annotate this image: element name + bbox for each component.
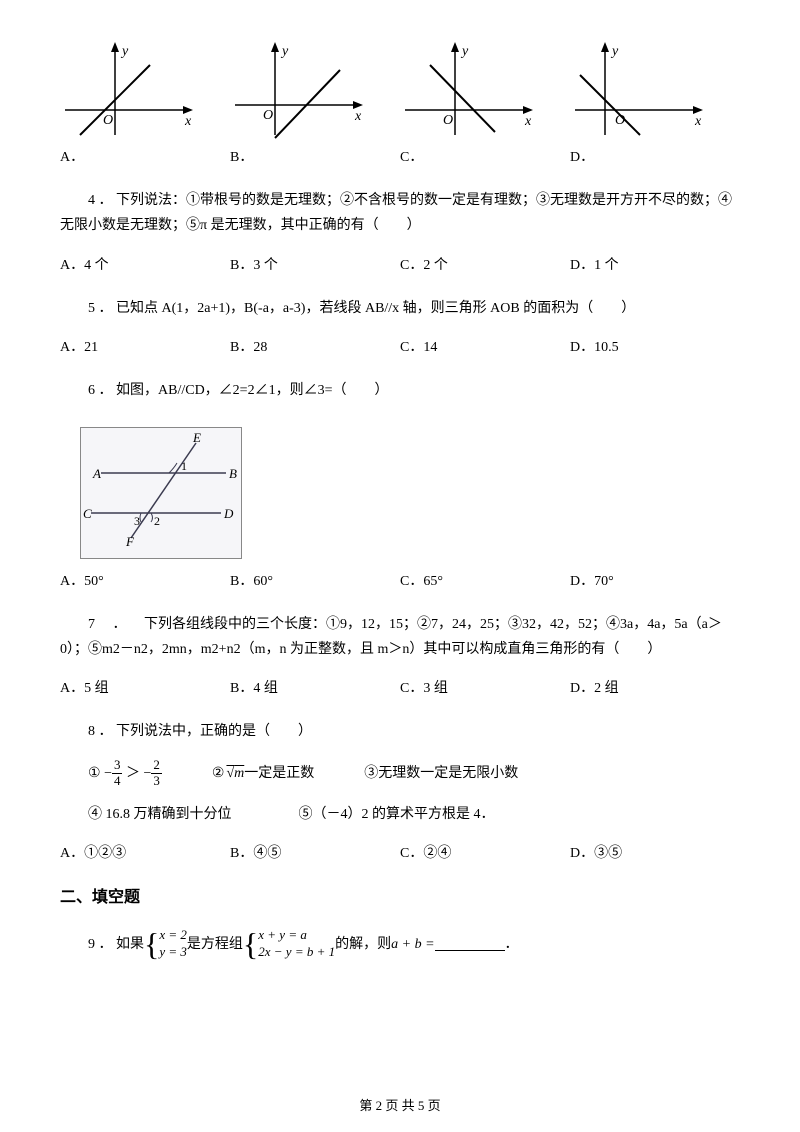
q4-opt-c: C．2 个 (400, 253, 570, 278)
y-label: y (120, 44, 129, 59)
axes-graph-c: y x O (400, 40, 540, 140)
q6-opt-b: B．60° (230, 569, 400, 594)
question-6: 6 ． 如图，AB//CD，∠2=2∠1，则∠3=（ ） (60, 378, 740, 403)
svg-text:3: 3 (134, 514, 140, 528)
q8-p4: ④ 16.8 万精确到十分位 (88, 807, 232, 822)
svg-text:x: x (354, 109, 362, 124)
question-7: 7 ． 下列各组线段中的三个长度：①9，12，15；②7，24，25；③32，4… (60, 612, 740, 662)
q4-opt-a: A．4 个 (60, 253, 230, 278)
minus-sign: − (104, 761, 112, 786)
q4-opt-b: B．3 个 (230, 253, 400, 278)
o-label: O (103, 113, 113, 128)
frac-den: 3 (151, 774, 162, 788)
graph-d: y x O (570, 40, 710, 140)
q8-p3: ③无理数一定是无限小数 (364, 761, 518, 786)
q7-opt-c: C．3 组 (400, 676, 570, 701)
frac-num: 3 (112, 758, 123, 773)
q9-system1: { x = 2 y = 3 (144, 927, 187, 961)
q8-p1: ① − 3 4 ＞ − 2 3 (88, 758, 162, 788)
q8-statements-line2: ④ 16.8 万精确到十分位 ⑤（－4）2 的算术平方根是 4． (60, 802, 740, 827)
q8-opt-c: C．②④ (400, 841, 570, 866)
svg-text:1: 1 (181, 459, 187, 473)
q9-suffix: ． (505, 932, 519, 957)
sys2-r1: x + y = a (258, 927, 335, 944)
q7-opt-b: B．4 组 (230, 676, 400, 701)
q6-opt-a: A．50° (60, 569, 230, 594)
q5-opt-b: B．28 (230, 335, 400, 360)
question-6-options: A．50° B．60° C．65° D．70° (60, 569, 740, 594)
opt-b-label: B． (230, 145, 400, 170)
q5-opt-c: C．14 (400, 335, 570, 360)
q8-p1-prefix: ① (88, 761, 101, 786)
page-footer: 第 2 页 共 5 页 (0, 1094, 800, 1117)
q7-opt-a: A．5 组 (60, 676, 230, 701)
q9-prefix: 9 ． 如果 (88, 932, 144, 957)
q9-system2: { x + y = a 2x − y = b + 1 (243, 927, 335, 961)
svg-text:x: x (524, 114, 532, 129)
fraction-left: 3 4 (112, 758, 123, 788)
sys2-r2: 2x − y = b + 1 (258, 944, 335, 961)
svg-text:E: E (192, 430, 201, 445)
svg-text:B: B (229, 466, 237, 481)
q8-opt-b: B．④⑤ (230, 841, 400, 866)
q7-opt-d: D．2 组 (570, 676, 740, 701)
q6-opt-d: D．70° (570, 569, 740, 594)
q6-figure: A B C D E F 1 2 3 (80, 427, 242, 558)
axes-graph-b: y x O (230, 40, 370, 140)
sys1-r1: x = 2 (159, 927, 187, 944)
question-5: 5 ． 已知点 A(1，2a+1)，B(-a，a-3)，若线段 AB//x 轴，… (60, 296, 740, 321)
sys1-r2: y = 3 (159, 944, 187, 961)
q8-p2-prefix: ② (212, 761, 225, 786)
svg-text:x: x (694, 114, 702, 129)
svg-text:F: F (125, 534, 135, 548)
svg-text:A: A (92, 466, 101, 481)
q9-mid2: 的解，则 (335, 932, 391, 957)
section-2-title: 二、填空题 (60, 884, 740, 913)
question-8: 8 ． 下列说法中，正确的是（ ） (60, 719, 740, 744)
frac-num: 2 (151, 758, 162, 773)
question-9: 9 ． 如果 { x = 2 y = 3 是方程组 { x + y = a 2x… (88, 927, 740, 961)
question-7-options: A．5 组 B．4 组 C．3 组 D．2 组 (60, 676, 740, 701)
graph-b: y x O (230, 40, 370, 140)
q8-statements-line1: ① − 3 4 ＞ − 2 3 ② √m 一定是正数 ③无理数一定是无限小数 (60, 758, 740, 788)
q8-p2: ② √m 一定是正数 (212, 761, 314, 786)
svg-text:y: y (280, 44, 289, 59)
frac-den: 4 (112, 774, 123, 788)
q8-p5: ⑤（－4）2 的算术平方根是 4． (299, 807, 495, 822)
q5-opt-a: A．21 (60, 335, 230, 360)
question-5-options: A．21 B．28 C．14 D．10.5 (60, 335, 740, 360)
gt-sign: ＞ (126, 761, 140, 786)
graph-c: y x O (400, 40, 540, 140)
svg-text:y: y (610, 44, 619, 59)
graph-a: y x O (60, 40, 200, 140)
fraction-right: 2 3 (151, 758, 162, 788)
fill-blank (435, 937, 505, 951)
q4-opt-d: D．1 个 (570, 253, 740, 278)
svg-text:D: D (223, 506, 234, 521)
question-4-options: A．4 个 B．3 个 C．2 个 D．1 个 (60, 253, 740, 278)
graph-option-labels: A． B． C． D． (60, 145, 740, 170)
question-4: 4 ． 下列说法：①带根号的数是无理数；②不含根号的数一定是有理数；③无理数是开… (60, 188, 740, 238)
q5-opt-d: D．10.5 (570, 335, 740, 360)
axes-graph-d: y x O (570, 40, 710, 140)
q8-opt-a: A．①②③ (60, 841, 230, 866)
opt-a-label: A． (60, 145, 230, 170)
opt-c-label: C． (400, 145, 570, 170)
svg-text:y: y (460, 44, 469, 59)
question-8-options: A．①②③ B．④⑤ C．②④ D．③⑤ (60, 841, 740, 866)
svg-text:O: O (443, 113, 453, 128)
q9-expr: a + b = (391, 932, 434, 957)
q8-opt-d: D．③⑤ (570, 841, 740, 866)
svg-text:C: C (83, 506, 92, 521)
q9-mid1: 是方程组 (187, 932, 243, 957)
opt-d-label: D． (570, 145, 740, 170)
svg-text:2: 2 (154, 514, 160, 528)
svg-text:O: O (263, 108, 273, 123)
q6-opt-c: C．65° (400, 569, 570, 594)
graph-row: y x O y x O y x O (60, 40, 740, 140)
minus-sign: − (143, 761, 151, 786)
q8-p2-suffix: 一定是正数 (244, 761, 314, 786)
axes-graph-a: y x O (60, 40, 200, 140)
x-label: x (184, 114, 192, 129)
